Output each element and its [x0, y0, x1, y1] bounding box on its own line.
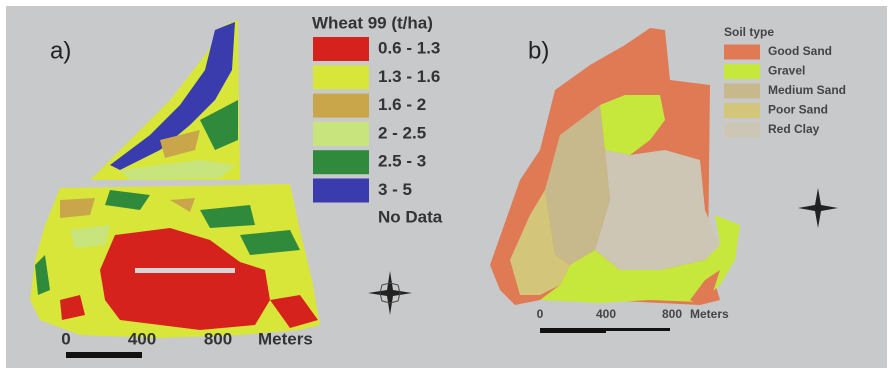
legend-label: 2.5 - 3	[378, 152, 426, 171]
legend-title: Soil type	[724, 25, 774, 39]
scale-label: 400	[128, 329, 156, 348]
panel-label: a)	[50, 37, 71, 64]
scale-label: 800	[662, 307, 682, 321]
legend-label: 1.3 - 1.6	[378, 67, 440, 86]
legend-swatch	[724, 64, 760, 79]
legend-label: Poor Sand	[768, 103, 828, 117]
legend-title: Wheat 99 (t/ha)	[312, 13, 433, 32]
legend-label: No Data	[378, 207, 443, 226]
legend-swatch	[724, 103, 760, 118]
legend-swatch	[313, 37, 369, 61]
legend-swatch	[313, 122, 369, 146]
scale-segment	[540, 328, 606, 333]
legend-swatch	[313, 65, 369, 89]
legend-label: 1.6 - 2	[378, 95, 426, 114]
legend-swatch	[724, 84, 760, 99]
scale-unit: Meters	[690, 307, 729, 321]
panel-label: b)	[528, 37, 549, 64]
legend-label: Good Sand	[768, 44, 832, 58]
scale-label: 400	[596, 307, 616, 321]
legend-label: Red Clay	[768, 122, 820, 136]
legend-label: Medium Sand	[768, 83, 846, 97]
scale-segment	[66, 352, 142, 358]
legend-label: Gravel	[768, 64, 805, 78]
legend-swatch	[724, 123, 760, 138]
legend-swatch	[724, 45, 760, 60]
legend-swatch	[313, 179, 369, 203]
scale-segment	[606, 328, 670, 331]
legend-swatch	[313, 150, 369, 174]
no-data-strip	[135, 268, 235, 273]
scale-label: 0	[537, 307, 544, 321]
figure: a) Wheat 99 (t/ha) 0.6 - 1.3 1.3 - 1.6 1.6…	[0, 0, 893, 376]
legend-label: 3 - 5	[378, 180, 412, 199]
scale-label: 0	[61, 329, 70, 348]
scale-unit: Meters	[258, 329, 313, 348]
scale-label: 800	[204, 329, 232, 348]
legend-label: 0.6 - 1.3	[378, 38, 440, 57]
legend-label: 2 - 2.5	[378, 123, 426, 142]
legend-swatch	[313, 94, 369, 118]
